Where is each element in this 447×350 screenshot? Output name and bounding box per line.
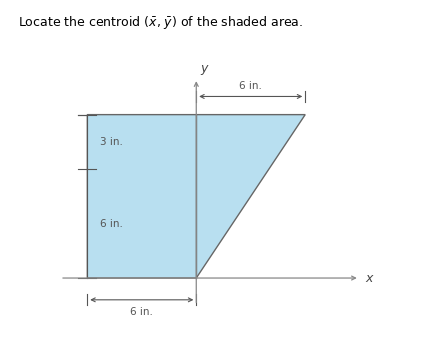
Polygon shape bbox=[87, 115, 305, 278]
Text: Locate the centroid ($\bar{x}$, $\bar{y}$) of the shaded area.: Locate the centroid ($\bar{x}$, $\bar{y}… bbox=[18, 14, 303, 31]
Text: 6 in.: 6 in. bbox=[100, 218, 123, 229]
Text: 3 in.: 3 in. bbox=[100, 137, 123, 147]
Text: y: y bbox=[200, 62, 207, 75]
Text: 6 in.: 6 in. bbox=[131, 307, 153, 317]
Text: x: x bbox=[365, 272, 372, 285]
Text: 6 in.: 6 in. bbox=[239, 81, 262, 91]
